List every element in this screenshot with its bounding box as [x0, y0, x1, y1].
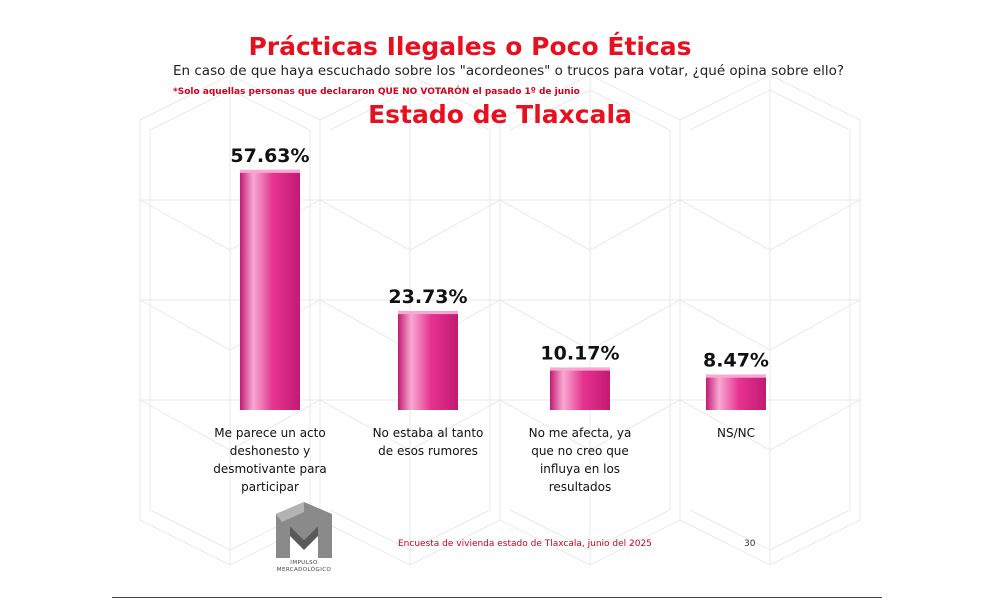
bar-top-highlight: [550, 367, 610, 371]
question-text: En caso de que haya escuchado sobre los …: [173, 63, 845, 79]
bar-value-label: 23.73%: [388, 286, 467, 308]
chart-subtitle: Estado de Tlaxcala: [368, 100, 632, 129]
logo-text: IMPULSO MERCADOLÓGICO: [276, 560, 332, 573]
bar-value-label: 8.47%: [703, 350, 769, 372]
survey-question: En caso de que haya escuchado sobre los …: [173, 62, 863, 102]
chart-title: Prácticas Ilegales o Poco Éticas: [248, 32, 692, 61]
category-label: NS/NC: [717, 426, 755, 440]
bar-top-highlight: [706, 374, 766, 378]
bar-top-highlight: [398, 311, 458, 315]
category-label: No estaba al tanto de esos rumores: [372, 426, 484, 458]
bar: [706, 374, 766, 410]
category-label: No me afecta, ya que no creo que influya…: [528, 426, 632, 494]
source-note: Encuesta de vivienda estado de Tlaxcala,…: [398, 539, 652, 549]
respondent-note: *Solo aquellas personas que declararon Q…: [173, 87, 580, 97]
impulso-mercadologico-logo: [276, 502, 332, 558]
bar-value-label: 57.63%: [230, 145, 309, 167]
page-number: 30: [744, 539, 756, 549]
bar: [240, 169, 300, 410]
category-label: Me parece un acto deshonesto y desmotiva…: [213, 426, 327, 494]
footer-divider: [112, 597, 882, 598]
bar-value-label: 10.17%: [540, 343, 619, 365]
bar: [398, 311, 458, 410]
bar-top-highlight: [240, 169, 300, 173]
bar: [550, 367, 610, 410]
